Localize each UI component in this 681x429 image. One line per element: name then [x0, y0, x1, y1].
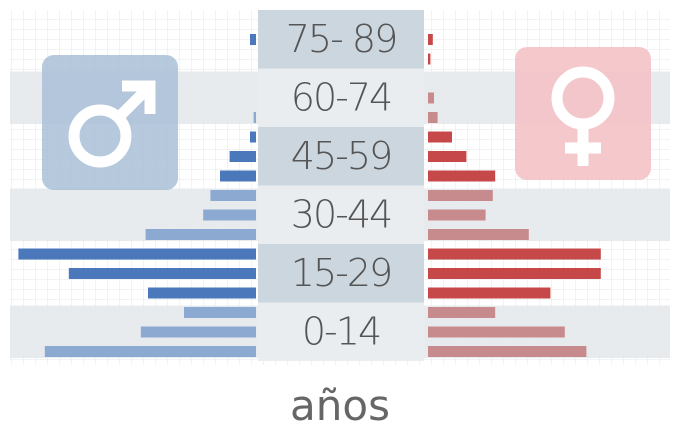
group-label: 45-59 — [291, 134, 391, 178]
male-bar — [250, 131, 256, 143]
female-bar — [428, 268, 601, 279]
female-bar — [428, 229, 529, 240]
label-cell — [258, 68, 424, 127]
bars — [18, 34, 601, 357]
male-bar — [203, 209, 256, 221]
group-label: 15-29 — [291, 251, 391, 295]
male-bar — [44, 346, 256, 357]
female-bar — [428, 131, 452, 143]
male-icon — [42, 55, 178, 190]
label-cell — [258, 244, 424, 303]
group-label: 75- 89 — [286, 17, 397, 61]
female-bar — [428, 34, 433, 45]
female-bar — [428, 53, 431, 65]
label-cell — [258, 185, 424, 244]
female-bar — [428, 190, 493, 201]
male-bar — [18, 248, 257, 260]
label-cell — [258, 10, 424, 69]
female-bar — [428, 209, 486, 221]
female-bar — [428, 112, 438, 123]
labels: 75- 89 60-74 45-59 30-44 15-29 0-14 — [286, 17, 399, 354]
female-bar — [428, 287, 551, 299]
female-bar — [428, 92, 434, 104]
male-bar — [148, 287, 256, 299]
male-bar — [250, 34, 256, 45]
female-bar — [428, 248, 601, 260]
male-bar — [68, 268, 256, 279]
male-bar — [184, 307, 256, 318]
group-label: 60-74 — [291, 75, 391, 119]
female-bar — [428, 307, 496, 318]
label-cell — [258, 127, 424, 186]
female-bar — [428, 151, 467, 162]
male-bar — [220, 170, 256, 182]
male-bar — [253, 112, 256, 123]
female-icon — [515, 47, 651, 180]
male-bar — [229, 151, 256, 162]
bands — [10, 10, 670, 361]
female-bar — [428, 170, 496, 182]
group-label: 30-44 — [291, 192, 391, 236]
female-bar — [428, 346, 587, 357]
male-bar — [145, 229, 256, 240]
x-axis-label: años — [290, 381, 390, 429]
group-label: 0-14 — [302, 309, 380, 353]
male-bar — [140, 326, 256, 338]
label-cell — [258, 302, 424, 361]
female-bar — [428, 326, 565, 338]
male-bar — [210, 190, 256, 201]
